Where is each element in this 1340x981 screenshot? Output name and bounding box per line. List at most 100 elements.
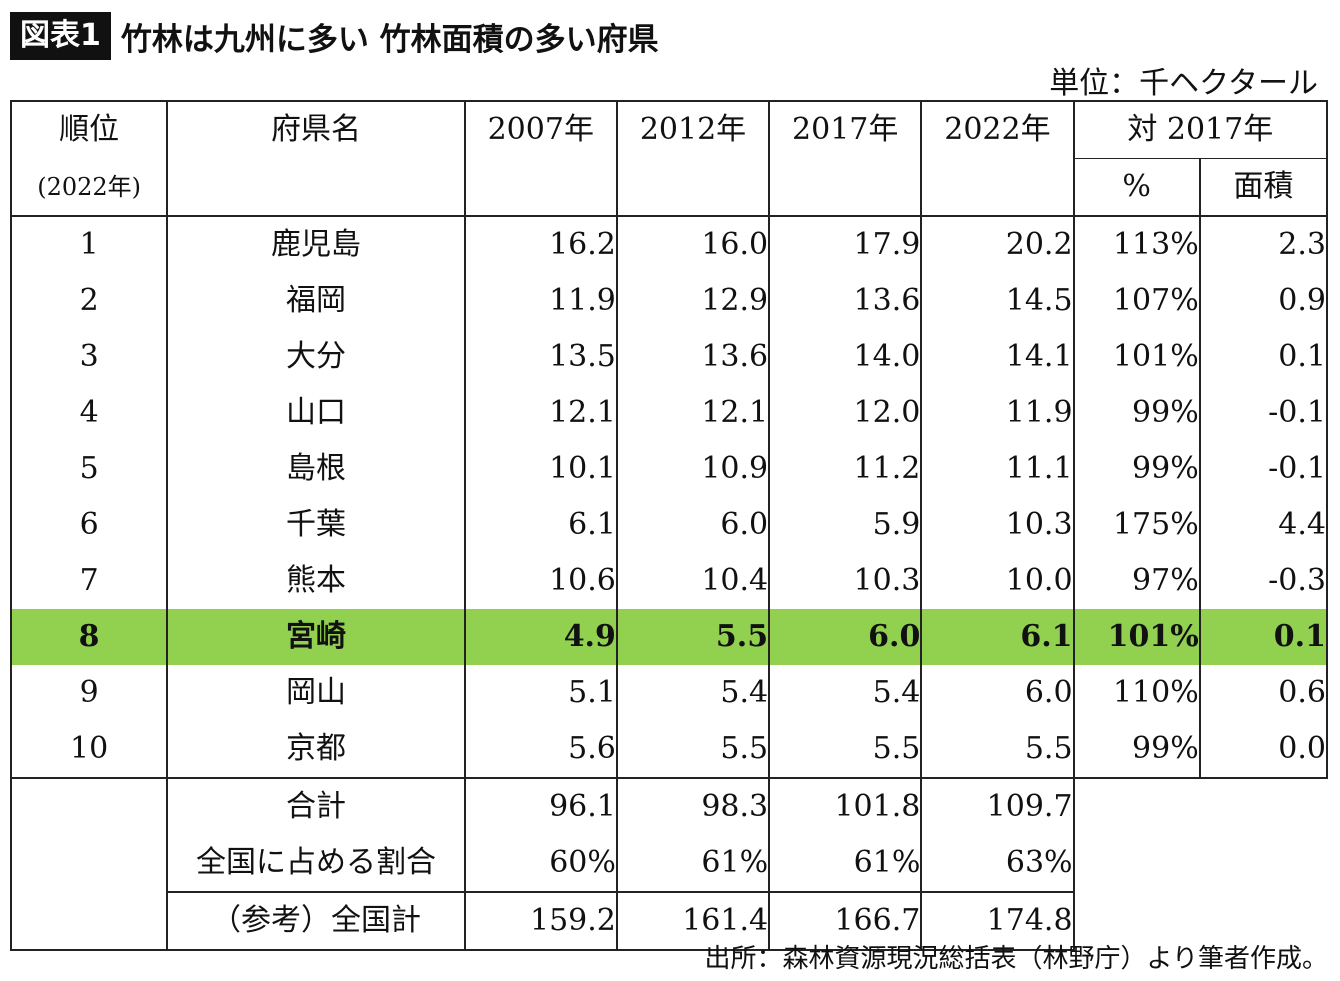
value-cell-2017: 12.0 [768,385,922,441]
header-sub-row: (2022年) % 面積 [9,158,1329,217]
value-cell-2012: 13.6 [615,329,770,385]
value-cell-2007: 5.1 [463,665,617,721]
title-row: 図表1 竹林は九州に多い 竹林面積の多い府県 [10,12,659,60]
pct-cell: 107% [1072,273,1200,329]
area-diff-cell: 0.6 [1198,665,1329,721]
total-value-2012: 61% [615,835,770,892]
area-diff-cell: 0.1 [1198,329,1329,385]
total-value-2017: 101.8 [768,778,922,835]
value-cell-2017: 14.0 [768,329,922,385]
value-cell-2022: 6.0 [920,665,1074,721]
col-pref-header: 府県名 [166,100,465,159]
total-label: （参考）全国計 [166,891,465,951]
prefecture-cell: 鹿児島 [166,216,465,273]
pct-cell: 101% [1072,329,1200,385]
rank-cell: 9 [9,665,168,721]
col-vs2017-header: 対 2017年 [1072,100,1329,159]
empty-cell [1200,778,1327,835]
value-cell-2017: 11.2 [768,441,922,497]
pct-cell: 110% [1072,665,1200,721]
pct-cell: 99% [1072,385,1200,441]
header-blank [920,158,1074,217]
value-cell-2007: 6.1 [463,497,617,553]
area-diff-cell: 0.9 [1198,273,1329,329]
source-note: 出所：森林資源現況総括表（林野庁）より筆者作成。 [704,944,1328,974]
total-value-2022: 63% [920,835,1075,892]
prefecture-cell: 岡山 [166,665,465,721]
unit-label: 単位：千ヘクタール [1049,66,1318,101]
table-row: 9 岡山 5.1 5.4 5.4 6.0 110% 0.6 [9,665,1329,721]
value-cell-2007: 11.9 [463,273,617,329]
col-2022-header: 2022年 [920,100,1074,159]
header-blank [166,158,465,217]
area-diff-cell: -0.1 [1198,385,1329,441]
table-row: 2 福岡 11.9 12.9 13.6 14.5 107% 0.9 [9,273,1329,329]
total-row: 全国に占める割合 60% 61% 61% 63% [9,835,1327,892]
header-row: 順位 府県名 2007年 2012年 2017年 2022年 対 2017年 [9,100,1329,159]
area-diff-cell: 2.3 [1198,216,1329,273]
total-value-2022: 109.7 [920,778,1075,835]
rank-cell: 6 [9,497,168,553]
rank-cell: 2 [9,273,168,329]
value-cell-2012: 5.5 [615,609,770,665]
area-diff-cell: 4.4 [1198,497,1329,553]
total-value-2007: 60% [463,835,617,892]
rank-cell: 1 [9,216,168,273]
col-2017-header: 2017年 [768,100,922,159]
table-row: 6 千葉 6.1 6.0 5.9 10.3 175% 4.4 [9,497,1329,553]
col-area-header: 面積 [1198,158,1329,217]
rank-cell: 3 [9,329,168,385]
header-blank [615,158,770,217]
value-cell-2017: 13.6 [768,273,922,329]
col-2012-header: 2012年 [615,100,770,159]
value-cell-2007: 13.5 [463,329,617,385]
value-cell-2022: 10.3 [920,497,1074,553]
value-cell-2007: 10.1 [463,441,617,497]
value-cell-2022: 10.0 [920,553,1074,609]
value-cell-2017: 5.4 [768,665,922,721]
prefecture-cell: 島根 [166,441,465,497]
value-cell-2022: 20.2 [920,216,1074,273]
total-blank [9,892,168,951]
area-diff-cell: -0.1 [1198,441,1329,497]
value-cell-2022: 11.1 [920,441,1074,497]
prefecture-cell: 宮崎 [166,609,465,665]
table-row: 3 大分 13.5 13.6 14.0 14.1 101% 0.1 [9,329,1329,385]
value-cell-2012: 6.0 [615,497,770,553]
header-blank [768,158,922,217]
table-row: 1 鹿児島 16.2 16.0 17.9 20.2 113% 2.3 [9,216,1329,273]
table-row: 5 島根 10.1 10.9 11.2 11.1 99% -0.1 [9,441,1329,497]
value-cell-2022: 6.1 [920,609,1074,665]
value-cell-2012: 10.4 [615,553,770,609]
total-label: 全国に占める割合 [166,835,465,892]
value-cell-2017: 6.0 [768,609,922,665]
empty-cell [1074,778,1200,835]
page-title: 竹林は九州に多い 竹林面積の多い府県 [120,21,659,58]
value-cell-2017: 10.3 [768,553,922,609]
area-diff-cell: 0.1 [1198,609,1329,665]
value-cell-2007: 12.1 [463,385,617,441]
rank-cell: 4 [9,385,168,441]
value-cell-2007: 4.9 [463,609,617,665]
prefecture-cell: 千葉 [166,497,465,553]
total-blank [9,835,168,892]
value-cell-2017: 5.9 [768,497,922,553]
rank-cell: 5 [9,441,168,497]
rank-cell: 7 [9,553,168,609]
value-cell-2007: 16.2 [463,216,617,273]
value-cell-2012: 5.5 [615,721,770,779]
total-value-2007: 96.1 [463,778,617,835]
total-value-2007: 159.2 [463,891,617,951]
total-label: 合計 [166,778,465,835]
total-value-2017: 61% [768,835,922,892]
value-cell-2007: 5.6 [463,721,617,779]
table-row: 8 宮崎 4.9 5.5 6.0 6.1 101% 0.1 [9,609,1329,665]
total-row: （参考）全国計 159.2 161.4 166.7 174.8 [9,891,1327,951]
total-blank [9,778,168,835]
value-cell-2012: 16.0 [615,216,770,273]
total-value-2012: 161.4 [615,891,770,951]
value-cell-2022: 14.1 [920,329,1074,385]
prefecture-cell: 山口 [166,385,465,441]
empty-cell [1074,835,1200,892]
value-cell-2022: 5.5 [920,721,1074,779]
